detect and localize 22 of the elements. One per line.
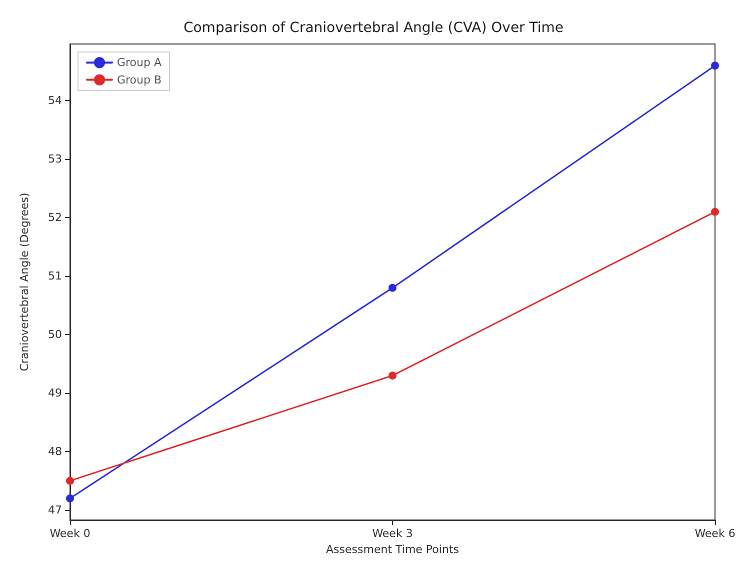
chart-title: Comparison of Craniovertebral Angle (CVA) Over Time — [183, 20, 564, 36]
y-axis-title: Craniovertebral Angle (Degrees) — [18, 192, 31, 372]
point — [711, 208, 719, 216]
x-tick-label: Week 3 — [372, 527, 413, 540]
point — [711, 62, 719, 70]
x-axis-title: Assessment Time Points — [326, 543, 460, 556]
x-tick-label: Week 0 — [50, 527, 90, 540]
y-tick-label: 47 — [48, 504, 62, 517]
point — [388, 284, 396, 292]
y-tick-label: 51 — [48, 270, 62, 283]
legend-label: Group B — [117, 73, 162, 86]
y-tick-label: 54 — [48, 94, 62, 108]
point — [66, 476, 74, 485]
legend-label: Group A — [117, 56, 162, 70]
x-tick-label: Week 6 — [694, 527, 736, 540]
y-tick-label: 52 — [48, 211, 62, 224]
y-tick-label: 53 — [48, 152, 62, 166]
y-tick-label: 50 — [48, 328, 62, 342]
y-tick-label: 49 — [48, 386, 62, 400]
point — [388, 372, 396, 380]
point — [66, 494, 74, 502]
y-tick-label: 48 — [48, 445, 62, 458]
